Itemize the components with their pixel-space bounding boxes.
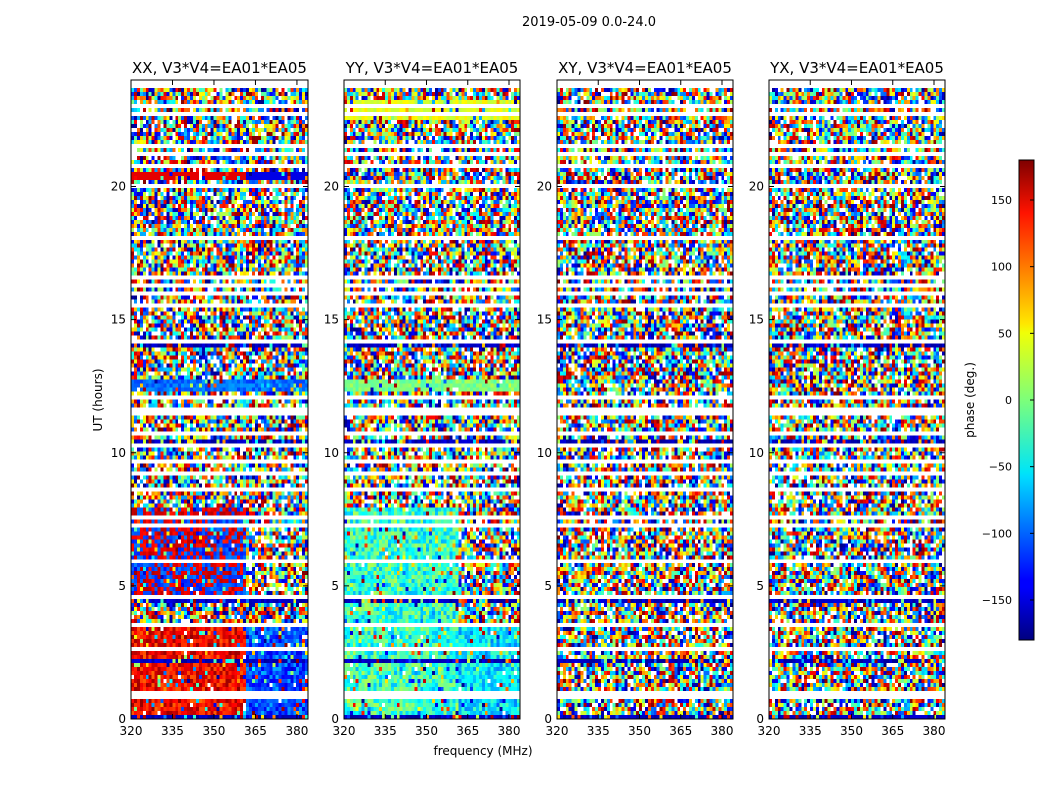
- panel-title: XY, V3*V4=EA01*EA05: [558, 59, 732, 77]
- x-axis-label: frequency (MHz): [433, 744, 532, 758]
- x-tick-label: 335: [374, 724, 397, 738]
- x-tick-label: 350: [628, 724, 651, 738]
- x-tick-label: 380: [498, 724, 521, 738]
- y-tick-label: 5: [118, 579, 126, 593]
- y-tick-label: 0: [756, 712, 764, 726]
- y-tick-label: 20: [111, 180, 126, 194]
- y-tick-label: 10: [111, 446, 126, 460]
- x-tick-label: 320: [333, 724, 356, 738]
- colorbar-tick-label: 100: [991, 261, 1012, 274]
- x-tick-label: 380: [285, 724, 308, 738]
- colorbar-tick-label: 50: [998, 327, 1012, 340]
- x-tick-label: 365: [669, 724, 692, 738]
- plot-frame: [768, 79, 946, 720]
- figure-title: 2019-05-09 0.0-24.0: [522, 15, 656, 30]
- x-tick-label: 350: [840, 724, 863, 738]
- colorbar-ticks: 150 100 50 0 −50 −100 −150: [982, 194, 1034, 607]
- y-tick-label: 0: [118, 712, 126, 726]
- y-tick-label: 0: [331, 712, 339, 726]
- y-tick-label: 15: [537, 313, 552, 327]
- colorbar-tick-label: −150: [982, 594, 1012, 607]
- y-tick-label: 0: [544, 712, 552, 726]
- y-tick-label: 20: [537, 180, 552, 194]
- y-tick-label: 10: [324, 446, 339, 460]
- colorbar: 150 100 50 0 −50 −100 −150 phase (deg.): [963, 159, 1035, 641]
- colorbar-tick-label: 0: [1005, 394, 1012, 407]
- panels: XX, V3*V4=EA01*EA05 320 335 350 365 380 0 5 10 15…: [91, 59, 946, 758]
- y-tick-label: 5: [756, 579, 764, 593]
- x-tick-label: 320: [758, 724, 781, 738]
- heatmap-image: [131, 80, 308, 719]
- x-tick-label: 365: [456, 724, 479, 738]
- panel-title: YY, V3*V4=EA01*EA05: [345, 59, 519, 77]
- heatmap-image: [769, 80, 945, 719]
- panel-title: XX, V3*V4=EA01*EA05: [132, 59, 307, 77]
- panel-xx-0: XX, V3*V4=EA01*EA05 320 335 350 365 380 0 5 10 15…: [91, 59, 309, 738]
- heatmap-image: [344, 80, 520, 719]
- y-tick-label: 15: [749, 313, 764, 327]
- y-tick-label: 10: [749, 446, 764, 460]
- colorbar-label: phase (deg.): [963, 362, 977, 438]
- y-tick-label: 20: [324, 180, 339, 194]
- y-tick-label: 15: [111, 313, 126, 327]
- x-tick-label: 365: [244, 724, 267, 738]
- colorbar-tick-label: −100: [982, 527, 1012, 540]
- y-tick-label: 5: [331, 579, 339, 593]
- y-tick-label: 10: [537, 446, 552, 460]
- y-tick-label: 20: [749, 180, 764, 194]
- x-tick-label: 365: [881, 724, 904, 738]
- y-tick-label: 5: [544, 579, 552, 593]
- x-tick-label: 320: [120, 724, 143, 738]
- colorbar-tick-label: 150: [991, 194, 1012, 207]
- panel-yy-1: YY, V3*V4=EA01*EA05 320 335 350 365 380 0 5 10 15…: [324, 59, 533, 758]
- panel-noise-2: XY, V3*V4=EA01*EA05 320 335 350 365 380 0 5 10 15…: [537, 59, 734, 738]
- colorbar-tick-label: −50: [989, 461, 1012, 474]
- y-axis-label: UT (hours): [91, 368, 105, 431]
- plot-frame: [556, 79, 734, 720]
- x-tick-label: 335: [799, 724, 822, 738]
- x-tick-label: 335: [587, 724, 610, 738]
- y-tick-label: 15: [324, 313, 339, 327]
- panel-noise-3: YX, V3*V4=EA01*EA05 320 335 350 365 380 0 5 10 15…: [749, 59, 946, 738]
- x-tick-label: 350: [203, 724, 226, 738]
- x-tick-label: 335: [161, 724, 184, 738]
- panel-title: YX, V3*V4=EA01*EA05: [769, 59, 944, 77]
- plot-frame: [130, 79, 309, 720]
- x-tick-label: 380: [923, 724, 946, 738]
- x-tick-label: 350: [415, 724, 438, 738]
- x-tick-label: 320: [546, 724, 569, 738]
- heatmap-image: [557, 80, 733, 719]
- plot-frame: [343, 79, 521, 720]
- x-tick-label: 380: [711, 724, 734, 738]
